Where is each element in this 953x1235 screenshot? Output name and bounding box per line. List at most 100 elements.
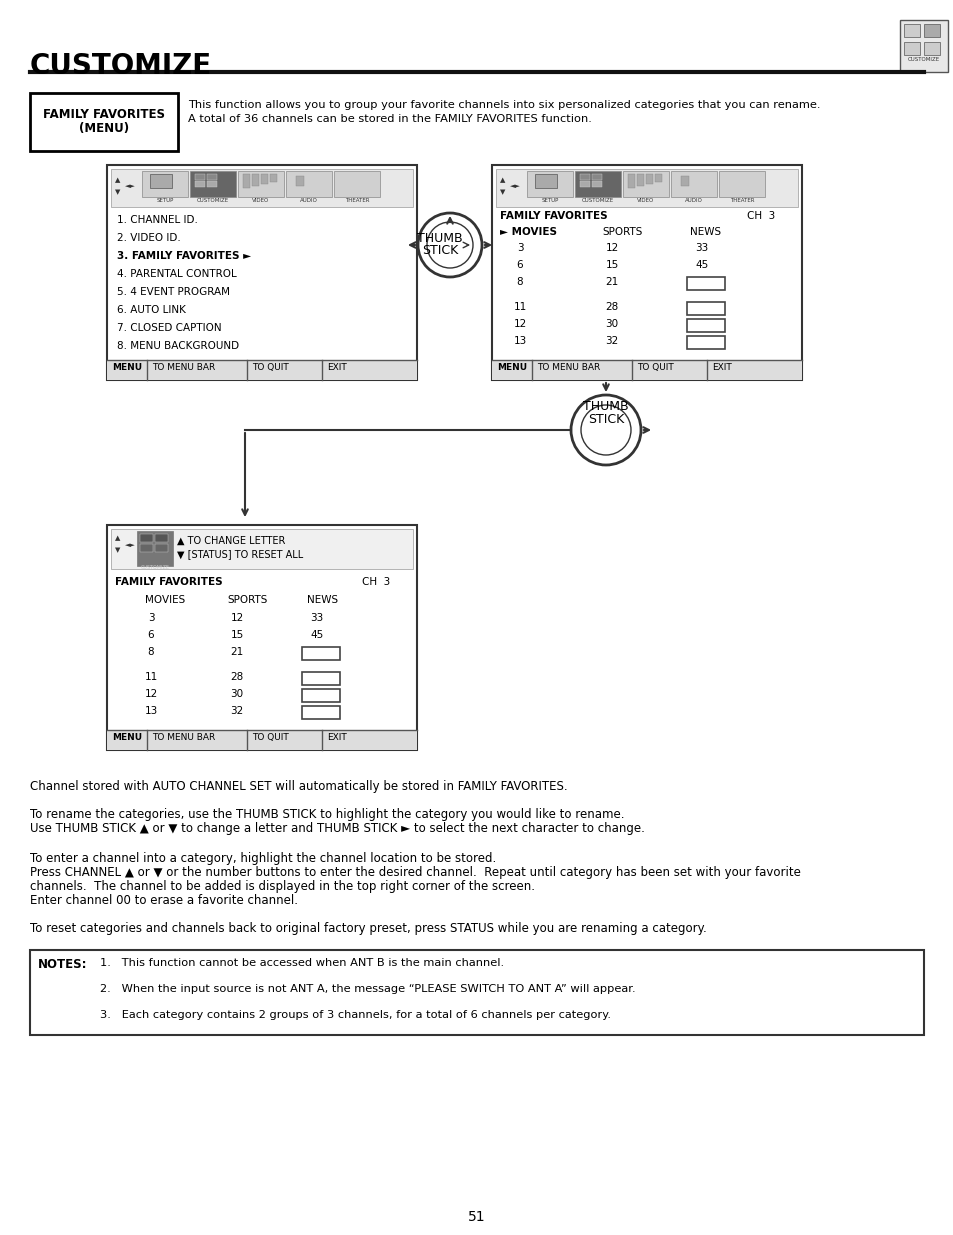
Bar bbox=[243, 174, 250, 188]
Bar bbox=[680, 177, 688, 186]
Bar bbox=[207, 182, 216, 186]
Text: 3.   Each category contains 2 groups of 3 channels, for a total of 6 channels pe: 3. Each category contains 2 groups of 3 … bbox=[100, 1010, 610, 1020]
Bar bbox=[903, 42, 919, 56]
Bar bbox=[190, 170, 235, 198]
Bar bbox=[334, 170, 379, 198]
Text: 6: 6 bbox=[517, 261, 523, 270]
Text: 32: 32 bbox=[230, 706, 243, 716]
Text: 6: 6 bbox=[148, 630, 154, 640]
Bar bbox=[923, 42, 939, 56]
Text: A total of 36 channels can be stored in the FAMILY FAVORITES function.: A total of 36 channels can be stored in … bbox=[188, 114, 591, 124]
Text: 21: 21 bbox=[230, 647, 243, 657]
Bar bbox=[111, 529, 413, 569]
Text: ◄►: ◄► bbox=[125, 542, 135, 548]
Bar bbox=[150, 174, 172, 188]
Text: MENU: MENU bbox=[112, 734, 142, 742]
Bar bbox=[592, 174, 601, 180]
Bar bbox=[194, 182, 205, 186]
Text: FAMILY FAVORITES: FAMILY FAVORITES bbox=[43, 107, 165, 121]
Text: Use THUMB STICK ▲ or ▼ to change a letter and THUMB STICK ► to select the next c: Use THUMB STICK ▲ or ▼ to change a lette… bbox=[30, 823, 644, 835]
Bar bbox=[645, 174, 652, 184]
Text: EXIT: EXIT bbox=[711, 363, 731, 372]
Bar bbox=[686, 277, 724, 290]
Bar bbox=[140, 543, 152, 552]
Text: 13: 13 bbox=[144, 706, 157, 716]
Bar bbox=[107, 165, 416, 380]
Text: TO MENU BAR: TO MENU BAR bbox=[537, 363, 599, 372]
Text: SPORTS: SPORTS bbox=[601, 227, 641, 237]
Text: ▼ [STATUS] TO RESET ALL: ▼ [STATUS] TO RESET ALL bbox=[177, 550, 303, 559]
Text: To reset categories and channels back to original factory preset, press STATUS w: To reset categories and channels back to… bbox=[30, 923, 706, 935]
Text: 12: 12 bbox=[513, 319, 526, 329]
Text: THEATER: THEATER bbox=[344, 198, 369, 203]
Text: CUSTOMIZE: CUSTOMIZE bbox=[196, 198, 229, 203]
Text: Channel stored with AUTO CHANNEL SET will automatically be stored in FAMILY FAVO: Channel stored with AUTO CHANNEL SET wil… bbox=[30, 781, 567, 793]
Text: 8. MENU BACKGROUND: 8. MENU BACKGROUND bbox=[117, 341, 239, 351]
Text: 2.   When the input source is not ANT A, the message “PLEASE SWITCH TO ANT A” wi: 2. When the input source is not ANT A, t… bbox=[100, 984, 635, 994]
Text: ▲ TO CHANGE LETTER: ▲ TO CHANGE LETTER bbox=[177, 536, 285, 546]
Bar bbox=[496, 169, 797, 207]
Text: 11: 11 bbox=[144, 672, 157, 682]
Bar bbox=[302, 689, 339, 701]
Bar bbox=[107, 525, 416, 750]
Text: SETUP: SETUP bbox=[540, 198, 558, 203]
Text: THUMB: THUMB bbox=[416, 232, 462, 245]
Text: CUSTOMIZE: CUSTOMIZE bbox=[581, 198, 614, 203]
Bar bbox=[194, 174, 205, 180]
Bar bbox=[622, 170, 668, 198]
Text: 12: 12 bbox=[605, 243, 618, 253]
Text: EXIT: EXIT bbox=[327, 734, 346, 742]
Text: THUMB: THUMB bbox=[582, 400, 628, 412]
Text: CH  3: CH 3 bbox=[746, 211, 775, 221]
Bar bbox=[140, 534, 152, 542]
Text: 2. VIDEO ID.: 2. VIDEO ID. bbox=[117, 233, 180, 243]
Text: Press CHANNEL ▲ or ▼ or the number buttons to enter the desired channel.  Repeat: Press CHANNEL ▲ or ▼ or the number butto… bbox=[30, 866, 800, 879]
Text: THEATER: THEATER bbox=[729, 198, 754, 203]
Text: AUDIO: AUDIO bbox=[300, 198, 317, 203]
Text: ▼: ▼ bbox=[499, 189, 505, 195]
Bar bbox=[719, 170, 764, 198]
Bar bbox=[286, 170, 332, 198]
Bar bbox=[237, 170, 284, 198]
Bar bbox=[526, 170, 573, 198]
Text: 8: 8 bbox=[517, 277, 523, 287]
Text: 11: 11 bbox=[513, 303, 526, 312]
Text: 3. FAMILY FAVORITES ►: 3. FAMILY FAVORITES ► bbox=[117, 251, 251, 261]
Text: 30: 30 bbox=[231, 689, 243, 699]
Bar bbox=[30, 950, 923, 1035]
Text: STICK: STICK bbox=[421, 245, 457, 257]
Text: FAMILY FAVORITES: FAMILY FAVORITES bbox=[115, 577, 222, 587]
Text: To enter a channel into a category, highlight the channel location to be stored.: To enter a channel into a category, high… bbox=[30, 852, 496, 864]
Bar bbox=[492, 359, 801, 380]
Bar bbox=[923, 23, 939, 37]
Bar bbox=[655, 174, 661, 182]
Text: 15: 15 bbox=[605, 261, 618, 270]
Text: 5. 4 EVENT PROGRAM: 5. 4 EVENT PROGRAM bbox=[117, 287, 230, 296]
Bar bbox=[592, 182, 601, 186]
Text: 3: 3 bbox=[517, 243, 523, 253]
Bar bbox=[492, 165, 801, 380]
Text: VIDEO: VIDEO bbox=[253, 198, 270, 203]
Bar bbox=[111, 169, 413, 207]
Bar bbox=[252, 174, 258, 186]
Text: 12: 12 bbox=[144, 689, 157, 699]
Text: TO MENU BAR: TO MENU BAR bbox=[152, 363, 215, 372]
Text: 21: 21 bbox=[605, 277, 618, 287]
Bar bbox=[535, 174, 557, 188]
Text: This function allows you to group your favorite channels into six personalized c: This function allows you to group your f… bbox=[188, 100, 820, 110]
Bar bbox=[686, 319, 724, 332]
Bar bbox=[261, 174, 268, 184]
Text: NOTES:: NOTES: bbox=[38, 958, 88, 971]
Text: CH  3: CH 3 bbox=[361, 577, 390, 587]
Text: 33: 33 bbox=[310, 613, 323, 622]
Text: TO QUIT: TO QUIT bbox=[252, 363, 289, 372]
Text: Enter channel 00 to erase a favorite channel.: Enter channel 00 to erase a favorite cha… bbox=[30, 894, 297, 906]
Bar bbox=[107, 359, 416, 380]
Bar bbox=[575, 170, 620, 198]
Text: MENU: MENU bbox=[112, 363, 142, 372]
Text: 12: 12 bbox=[230, 613, 243, 622]
Text: 32: 32 bbox=[605, 336, 618, 346]
Text: EXIT: EXIT bbox=[327, 363, 346, 372]
Text: VIDEO: VIDEO bbox=[637, 198, 654, 203]
Bar bbox=[670, 170, 717, 198]
